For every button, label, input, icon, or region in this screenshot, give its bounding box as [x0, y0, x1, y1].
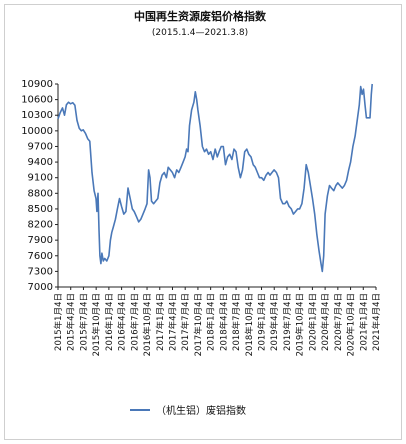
x-tick-label: 2017年7月4日	[180, 293, 191, 351]
x-tick-label: 2019年7月4日	[282, 293, 293, 351]
x-tick-label: 2017年4月4日	[167, 293, 178, 351]
y-tick-label: 8500	[28, 204, 53, 215]
plot-area: 10900 10600 10300 10000 9700 9400 9100 8800 8500…	[21, 79, 382, 356]
y-tick-label: 8800	[28, 188, 53, 199]
chart-frame	[4, 4, 402, 440]
x-tick-label: 2015年10月4日	[91, 293, 102, 356]
y-tick-label: 10900	[21, 79, 53, 90]
x-tick-label: 2018年7月4日	[231, 293, 242, 351]
y-tick-label: 8200	[28, 220, 53, 231]
x-tick-label: 2021年1月4日	[358, 293, 369, 351]
legend-label: （机生铝）废铝指数	[156, 404, 246, 417]
y-tick-label: 7300	[28, 266, 53, 277]
y-tick-label: 7000	[28, 282, 53, 293]
x-tick-label: 2015年4月4日	[66, 293, 77, 351]
legend: （机生铝）废铝指数	[130, 404, 246, 417]
x-tick-label: 2016年10月4日	[142, 293, 153, 356]
x-tick-label: 2019年10月4日	[295, 293, 306, 356]
y-tick-label: 10000	[21, 126, 53, 137]
x-tick-label: 2020年10月4日	[346, 293, 357, 356]
x-tick-label: 2016年1月4日	[104, 293, 115, 351]
x-tick-label: 2020年7月4日	[333, 293, 344, 351]
x-tick-label: 2018年10月4日	[244, 293, 255, 356]
x-tick-label: 2016年4月4日	[117, 293, 128, 351]
series-line	[57, 83, 373, 273]
y-tick-label: 7600	[28, 251, 53, 262]
y-tick-label: 9100	[28, 173, 53, 184]
x-tick-label: 2018年4月4日	[218, 293, 229, 351]
x-tick-label: 2015年7月4日	[78, 293, 89, 351]
x-tick-label: 2016年7月4日	[129, 293, 140, 351]
x-tick-label: 2017年10月4日	[193, 293, 204, 356]
chart-title: 中国再生资源废铝价格指数	[134, 9, 267, 23]
x-tick-label: 2017年1月4日	[155, 293, 166, 351]
chart-subtitle: (2015.1.4—2021.3.8)	[152, 28, 248, 38]
x-tick-label: 2019年4月4日	[269, 293, 280, 351]
x-tick-label: 2019年1月4日	[257, 293, 268, 351]
y-tick-label: 9700	[28, 141, 53, 152]
x-tick-label: 2021年4月4日	[371, 293, 382, 351]
x-tick-label: 2015年1月4日	[53, 293, 64, 351]
y-tick-label: 7900	[28, 235, 53, 246]
x-tick-label: 2020年1月4日	[307, 293, 318, 351]
y-tick-label: 10300	[21, 110, 53, 121]
y-tick-label: 9400	[28, 157, 53, 168]
y-tick-label: 10600	[21, 95, 53, 106]
x-tick-label: 2020年4月4日	[320, 293, 331, 351]
x-tick-label: 2018年1月4日	[206, 293, 217, 351]
